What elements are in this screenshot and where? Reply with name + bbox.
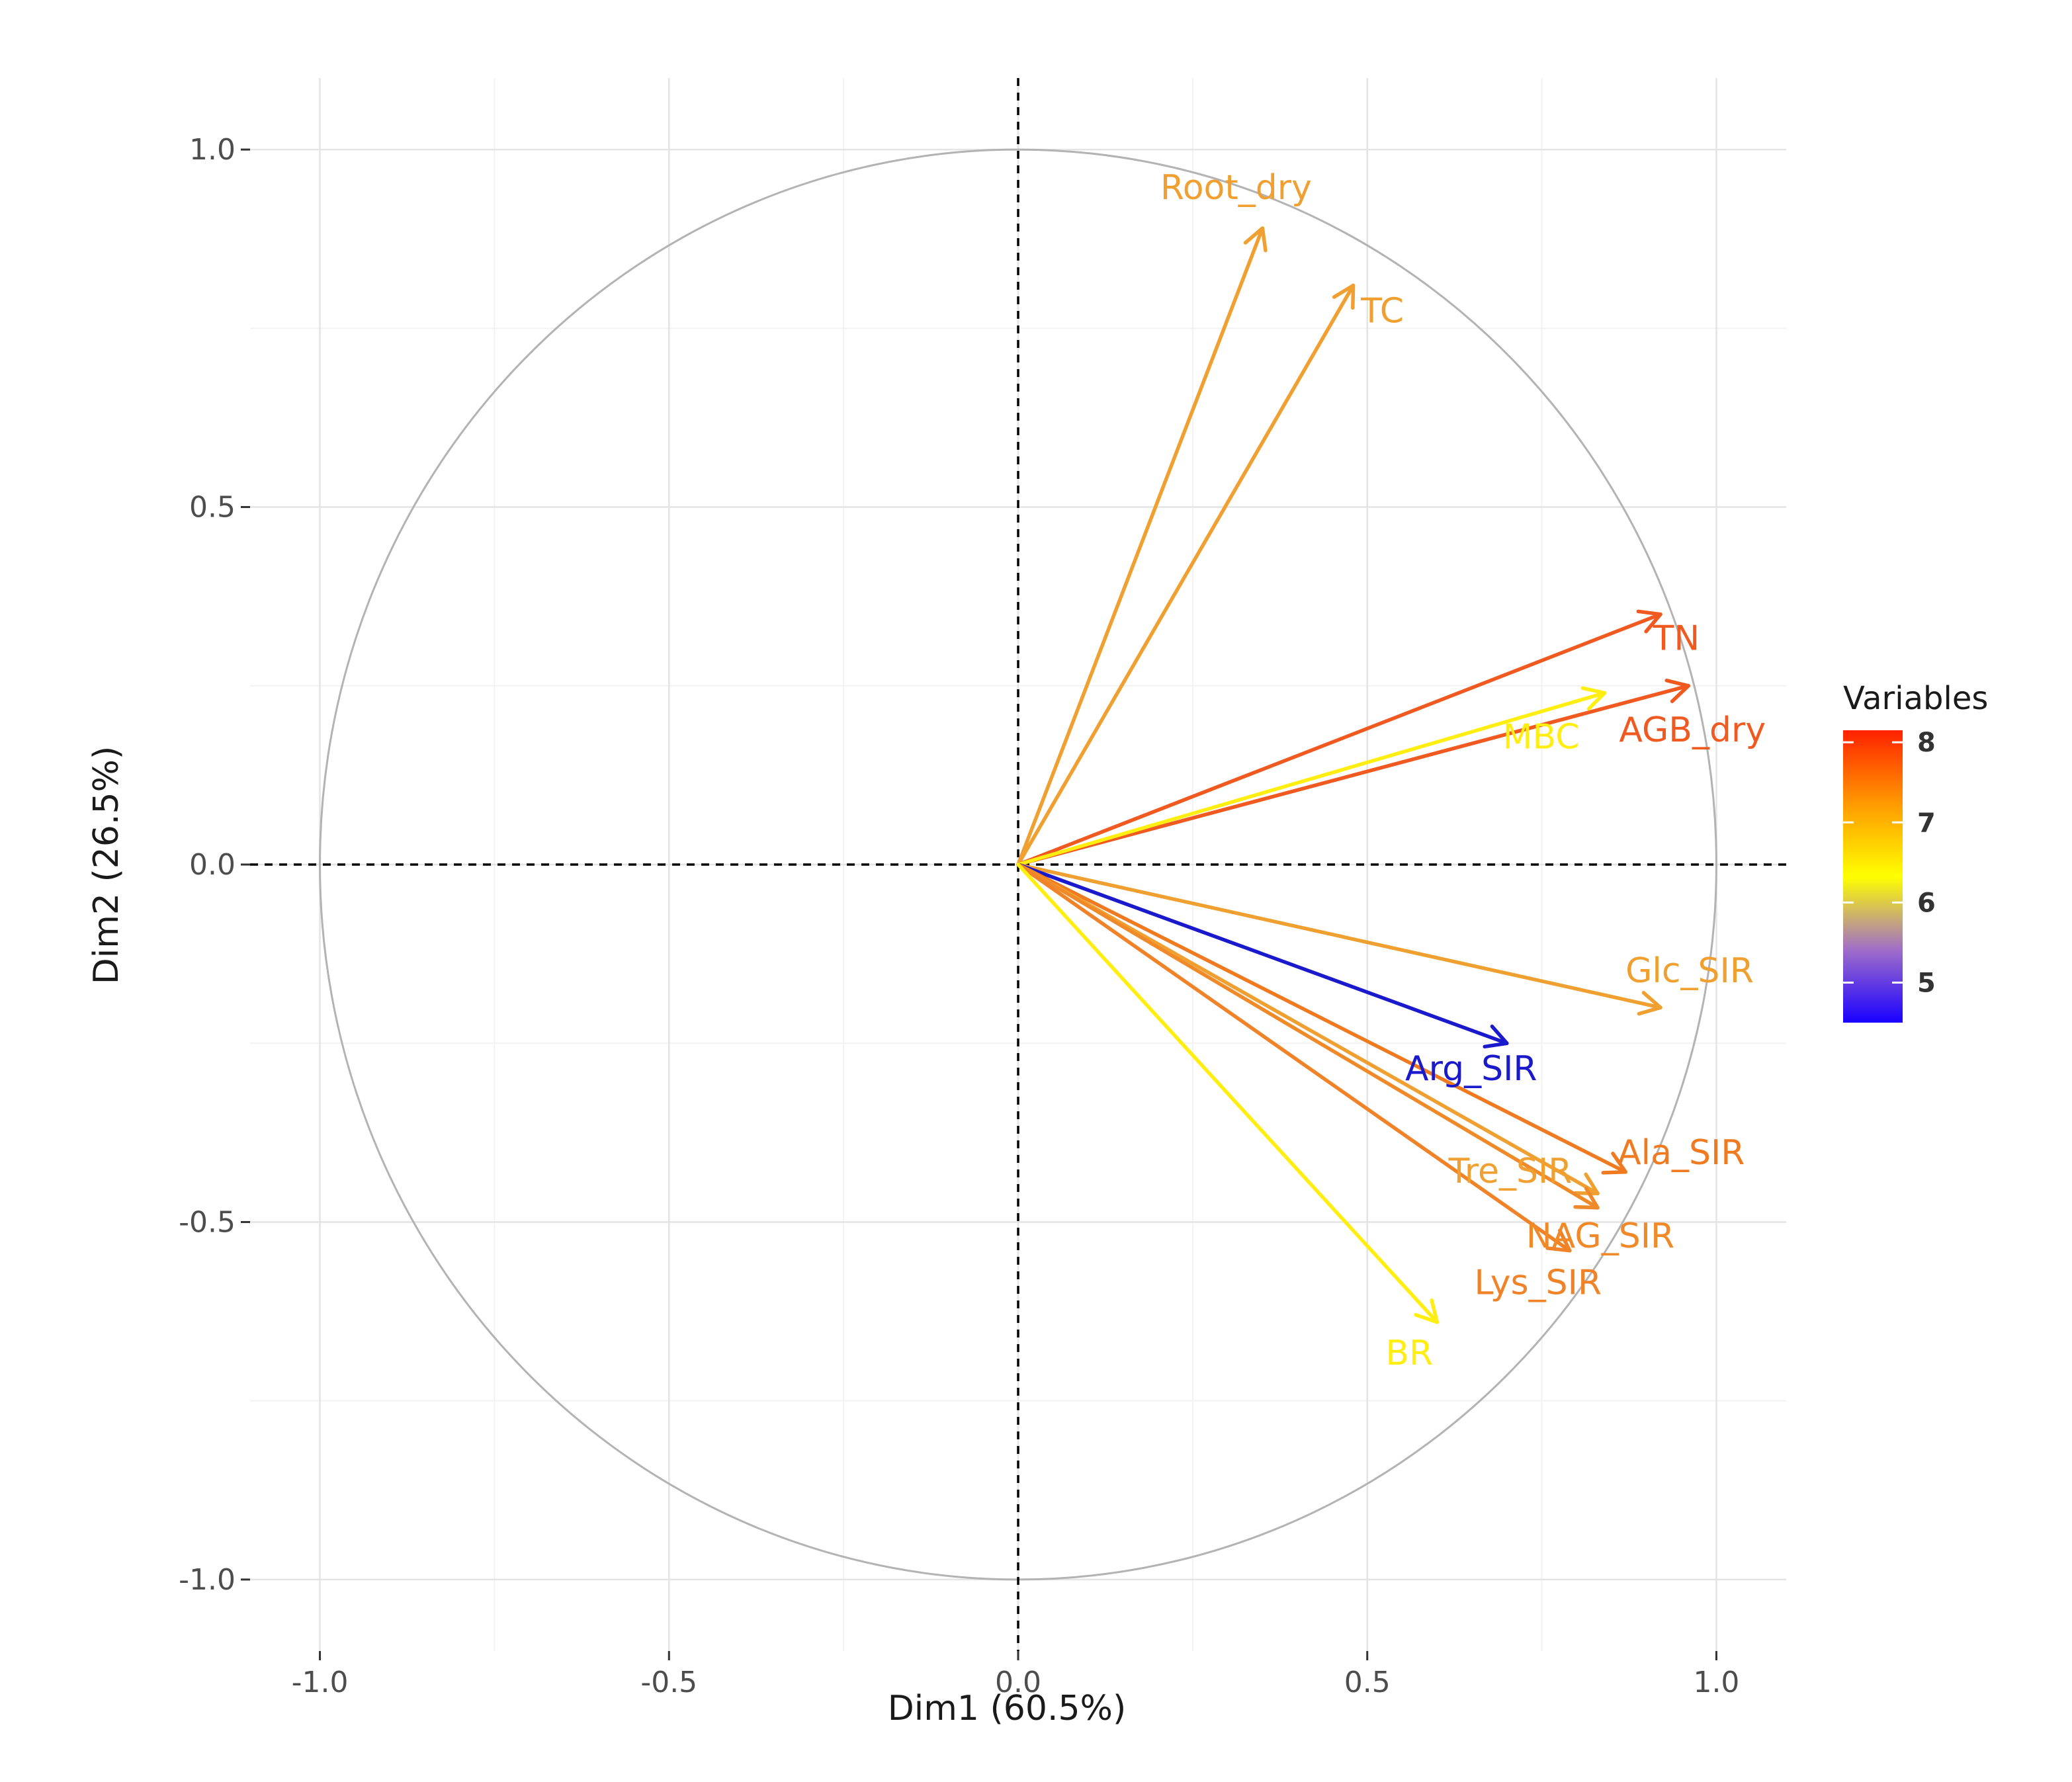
arrowhead-BR bbox=[1414, 1298, 1440, 1324]
x-tick-label: -0.5 bbox=[640, 1666, 697, 1699]
x-axis-title: Dim1 (60.5%) bbox=[888, 1689, 1127, 1728]
arrowhead-TN bbox=[1636, 609, 1662, 634]
var-label-TC: TC bbox=[1360, 291, 1404, 331]
var-label-AGB_dry: AGB_dry bbox=[1619, 710, 1766, 750]
arrow-Tre_SIR bbox=[1016, 863, 1600, 1195]
arrow-layer bbox=[1016, 226, 1690, 1324]
var-label-Tre_SIR: Tre_SIR bbox=[1448, 1152, 1573, 1191]
arrow-Ala_SIR bbox=[1016, 863, 1627, 1174]
arrowhead-MBC bbox=[1580, 686, 1607, 711]
y-tick-label: -0.5 bbox=[179, 1205, 236, 1239]
y-axis-title: Dim2 (26.5%) bbox=[87, 746, 126, 985]
arrow-AGB_dry bbox=[1016, 684, 1690, 867]
axis-layer: Dim1 (60.5%) Dim2 (26.5%) -1.0 -0.5 0.0 0.5… bbox=[87, 133, 1739, 1728]
arrowhead-Root_dry bbox=[1243, 226, 1268, 253]
legend-tick-label: 7 bbox=[1917, 808, 1936, 838]
legend-title: Variables bbox=[1843, 680, 1988, 717]
var-label-MBC: MBC bbox=[1503, 718, 1580, 757]
arrow-Glc_SIR bbox=[1016, 863, 1662, 1009]
arrow-NAG_SIR bbox=[1016, 863, 1600, 1210]
arrow-Root_dry bbox=[1016, 226, 1265, 867]
arrowhead-Tre_SIR bbox=[1573, 1172, 1600, 1195]
var-label-Arg_SIR: Arg_SIR bbox=[1405, 1049, 1537, 1089]
var-label-Root_dry: Root_dry bbox=[1160, 168, 1312, 208]
arrow-Lys_SIR bbox=[1016, 863, 1572, 1253]
var-label-Lys_SIR: Lys_SIR bbox=[1475, 1263, 1602, 1303]
var-label-BR: BR bbox=[1385, 1334, 1433, 1373]
arrowhead-Lys_SIR bbox=[1545, 1228, 1572, 1253]
arrow-BR bbox=[1016, 863, 1440, 1324]
arrowhead-Glc_SIR bbox=[1637, 991, 1662, 1016]
legend: Variables 5 6 7 8 bbox=[1843, 680, 1988, 1023]
legend-tick-label: 6 bbox=[1917, 888, 1936, 918]
y-tick-label: 0.5 bbox=[189, 491, 236, 525]
arrowhead-Ala_SIR bbox=[1601, 1152, 1627, 1175]
x-tick-label: -1.0 bbox=[292, 1666, 349, 1699]
legend-tick-label: 5 bbox=[1917, 968, 1936, 998]
legend-colorbar bbox=[1843, 730, 1903, 1023]
var-label-Glc_SIR: Glc_SIR bbox=[1625, 951, 1754, 991]
y-tick-label: 0.0 bbox=[189, 848, 236, 882]
arrowhead-NAG_SIR bbox=[1573, 1186, 1600, 1210]
var-label-NAG_SIR: NAG_SIR bbox=[1526, 1216, 1674, 1256]
arrow-MBC bbox=[1016, 691, 1607, 867]
arrowhead-TC bbox=[1332, 283, 1356, 310]
y-tick-label: -1.0 bbox=[179, 1563, 236, 1597]
arrowhead-AGB_dry bbox=[1664, 678, 1690, 703]
x-tick-label: 0.5 bbox=[1344, 1666, 1391, 1699]
arrow-Arg_SIR bbox=[1016, 863, 1509, 1045]
arrow-TC bbox=[1016, 283, 1356, 867]
legend-tick-label: 8 bbox=[1917, 728, 1936, 758]
var-label-Ala_SIR: Ala_SIR bbox=[1618, 1133, 1745, 1173]
y-tick-label: 1.0 bbox=[189, 133, 236, 167]
x-tick-label: 0.0 bbox=[995, 1666, 1041, 1699]
arrow-TN bbox=[1016, 612, 1662, 867]
arrowhead-Arg_SIR bbox=[1483, 1024, 1509, 1049]
x-tick-label: 1.0 bbox=[1693, 1666, 1739, 1699]
label-layer: Root_dry TC TN AGB_dry MBC Glc_SIR Arg_SIR Ala_… bbox=[1160, 168, 1766, 1373]
var-label-TN: TN bbox=[1653, 619, 1700, 659]
